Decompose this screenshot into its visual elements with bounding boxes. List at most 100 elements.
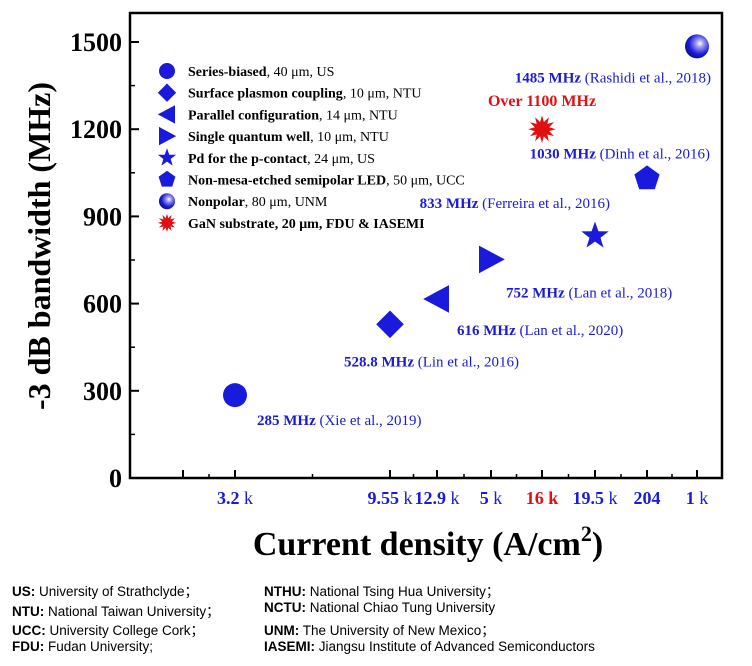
y-tick-label: 1500 — [70, 28, 122, 57]
footnote-abbr: FDU: — [12, 638, 45, 654]
pentagon-mark — [634, 165, 660, 190]
footnote-abbr: NTHU: — [264, 584, 306, 599]
x-tick-unit: k — [544, 488, 559, 508]
legend-entry: Parallel configuration, 14 μm, NTU — [188, 108, 398, 123]
x-tick-label: 204 — [634, 488, 661, 508]
y-axis-label: -3 dB bandwidth (MHz) — [21, 82, 57, 410]
footnote-text: University College Cork； — [45, 623, 205, 638]
y-tick-label: 1200 — [70, 115, 122, 144]
data-label: 528.8 MHz (Lin et al., 2016) — [344, 354, 519, 370]
footnote-entry: NCTU: National Chiao Tung University — [264, 600, 495, 615]
data-label-value: 616 MHz — [457, 323, 516, 339]
data-label-reference: (Ferreira et al., 2016) — [478, 196, 610, 212]
triangle-left-mark — [423, 285, 449, 313]
legend-entry: Single quantum well, 10 μm, NTU — [188, 130, 389, 145]
x-tick-number: 204 — [634, 488, 661, 508]
footnote-abbr: NTU: — [12, 603, 45, 619]
footnote-abbr: UCC: — [12, 623, 46, 638]
circle-mark — [223, 383, 247, 408]
data-label-value: 1485 MHz — [515, 70, 582, 86]
x-tick-unit: k — [695, 488, 709, 508]
burst-mark — [528, 115, 556, 143]
x-tick-unit: k — [240, 488, 254, 508]
footnote-entry: UCC: University College Cork； — [12, 619, 204, 639]
pentagon-mark — [158, 170, 176, 187]
data-label-value: 833 MHz — [420, 196, 479, 212]
data-label: 1030 MHz (Dinh et al., 2016) — [530, 147, 710, 163]
x-tick-number: 1 — [686, 488, 695, 508]
x-tick-label: 5 k — [480, 488, 503, 508]
legend-marker — [157, 148, 177, 166]
data-labels: 285 MHz (Xie et al., 2019) 528.8 MHz (Lin… — [257, 70, 711, 429]
footnote-text: Jiangsu Institute of Advanced Semiconduc… — [315, 638, 595, 654]
legend-marker — [159, 63, 175, 79]
data-label: Over 1100 MHz — [488, 93, 596, 110]
footnote-entry: NTU: National Taiwan University； — [12, 600, 220, 620]
legend-entry-bold: Series-biased — [188, 65, 267, 80]
legend-entry-detail: , 14 μm, NTU — [319, 108, 398, 123]
data-label-value: 528.8 MHz — [344, 354, 414, 370]
legend-entry-detail: , 10 μm, NTU — [343, 87, 422, 102]
x-axis-label: Current density (A/cm2) — [253, 521, 603, 563]
footnote-text: National Tsing Hua University； — [306, 584, 500, 599]
triangle-right-mark — [159, 126, 177, 146]
legend-entry-bold: Pd for the p-contact — [188, 152, 307, 167]
footnotes: US: University of Strathclyde； NTHU: Nati… — [12, 580, 748, 658]
footnote-abbr: UNM: — [264, 623, 300, 638]
footnote-abbr: NCTU: — [264, 599, 306, 615]
legend-entry-detail: , 24 μm, US — [307, 152, 375, 167]
x-tick-number: 19.5 — [573, 488, 605, 508]
sphere-mark — [685, 34, 709, 59]
legend-marker — [159, 193, 175, 210]
legend-entry-detail: , 50 μm, UCC — [386, 174, 465, 189]
legend-entry: Pd for the p-contact, 24 μm, US — [188, 152, 375, 167]
star-mark — [581, 221, 609, 248]
footnote-text: Fudan University; — [44, 638, 154, 654]
data-point — [479, 245, 505, 274]
data-label: 616 MHz (Lan et al., 2020) — [457, 323, 623, 339]
footnote-row: US: University of Strathclyde； NTHU: Nati… — [12, 580, 748, 600]
x-tick-number: 12.9 — [415, 488, 447, 508]
data-marks — [223, 34, 709, 408]
legend-entry-bold: Surface plasmon coupling — [188, 87, 343, 102]
data-label: 285 MHz (Xie et al., 2019) — [257, 413, 422, 429]
x-tick-unit: k — [489, 488, 503, 508]
data-label-reference: (Lin et al., 2016) — [414, 354, 519, 370]
legend-entry-detail: , 40 μm, US — [267, 65, 335, 80]
footnote-entry: UNM: The University of New Mexico； — [264, 619, 495, 639]
legend-entry-bold: Single quantum well — [188, 130, 310, 145]
data-label: 833 MHz (Ferreira et al., 2016) — [420, 196, 610, 212]
x-tick-unit: k — [446, 488, 460, 508]
legend-entry: Non-mesa-etched semipolar LED, 50 μm, UC… — [188, 174, 465, 189]
data-label-reference: (Lan et al., 2020) — [516, 323, 623, 339]
data-point — [423, 285, 449, 313]
footnote-text: The University of New Mexico； — [299, 623, 495, 638]
data-label-reference: (Rashidi et al., 2018) — [581, 70, 711, 86]
y-tick-label: 300 — [83, 377, 122, 406]
triangle-left-mark — [157, 105, 175, 124]
footnote-text: University of Strathclyde； — [35, 584, 199, 599]
diamond-mark — [157, 83, 177, 102]
legend-entry: Surface plasmon coupling, 10 μm, NTU — [188, 87, 421, 102]
data-label-value: 752 MHz — [506, 285, 565, 301]
legend-entry-detail: , 80 μm, UNM — [245, 195, 328, 210]
legend: Series-biased, 40 μm, US Surface plasmon … — [157, 63, 465, 233]
x-tick-label: 12.9 k — [415, 488, 460, 508]
footnote-abbr: US: — [12, 584, 36, 599]
x-tick-number: 3.2 — [217, 488, 240, 508]
x-tick-number: 5 — [480, 488, 489, 508]
footnote-abbr: IASEMI: — [264, 638, 316, 654]
y-tick-label: 900 — [83, 202, 122, 231]
data-point — [376, 310, 404, 339]
x-tick-label: 9.55 k — [368, 488, 413, 508]
legend-entry-bold: Nonpolar — [188, 195, 245, 210]
footnote-row: NTU: National Taiwan University； NCTU: Na… — [12, 600, 748, 620]
triangle-right-mark — [479, 245, 505, 274]
x-tick-label: 3.2 k — [217, 488, 253, 508]
x-tick-label: 16 k — [526, 488, 559, 508]
legend-marker — [157, 83, 177, 102]
footnote-entry: US: University of Strathclyde； — [12, 580, 198, 600]
data-label-reference: (Xie et al., 2019) — [316, 413, 422, 429]
